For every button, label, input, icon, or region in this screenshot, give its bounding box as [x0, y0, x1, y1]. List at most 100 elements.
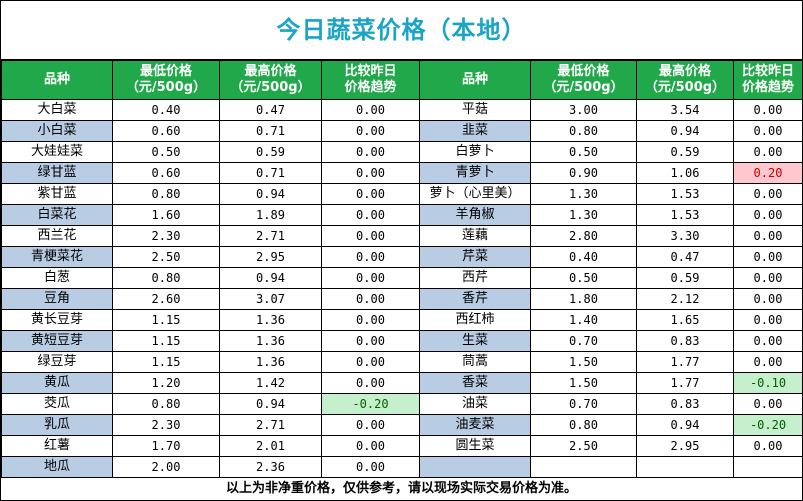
price-trend-left: 0.00	[321, 162, 420, 184]
min-price-right: 1.80	[530, 288, 637, 310]
header-trend-left: 比较昨日 价格趋势	[321, 60, 420, 100]
min-price-left: 2.30	[112, 225, 220, 247]
max-price-left: 0.94	[219, 183, 322, 205]
max-price-right: 1.65	[636, 309, 734, 331]
price-trend-left: 0.00	[321, 99, 420, 121]
table-row: 白葱 0.80 0.94 0.00 西芹 0.50 0.59 0.00	[1, 267, 803, 289]
vegetable-name-left: 豆角	[1, 288, 113, 310]
min-price-right: 1.50	[530, 372, 637, 394]
table-row: 绿豆芽 1.15 1.36 0.00 茼蒿 1.50 1.77 0.00	[1, 351, 803, 373]
max-price-right: 3.54	[636, 99, 734, 121]
vegetable-name-right: 青萝卜	[419, 162, 531, 184]
max-price-left: 0.59	[219, 141, 322, 163]
vegetable-name-right	[419, 456, 531, 478]
min-price-right: 0.70	[530, 393, 637, 415]
vegetable-name-right: 西芹	[419, 267, 531, 289]
max-price-right: 1.77	[636, 351, 734, 373]
price-trend-left: 0.00	[321, 141, 420, 163]
max-price-left: 0.47	[219, 99, 322, 121]
price-trend-right: 0.00	[733, 204, 803, 226]
table-row: 乳瓜 2.30 2.71 0.00 油麦菜 0.80 0.94 -0.20	[1, 414, 803, 436]
price-trend-right: 0.00	[733, 267, 803, 289]
max-price-left: 2.71	[219, 225, 322, 247]
min-price-right: 0.50	[530, 267, 637, 289]
table-row: 紫甘蓝 0.80 0.94 0.00 萝卜（心里美） 1.30 1.53 0.00	[1, 183, 803, 205]
vegetable-name-left: 乳瓜	[1, 414, 113, 436]
min-price-left: 0.50	[112, 141, 220, 163]
price-trend-left: 0.00	[321, 267, 420, 289]
min-price-right: 0.50	[530, 141, 637, 163]
price-trend-right: 0.00	[733, 288, 803, 310]
table-row: 小白菜 0.60 0.71 0.00 韭菜 0.80 0.94 0.00	[1, 120, 803, 142]
vegetable-name-left: 黄长豆芽	[1, 309, 113, 331]
vegetable-name-right: 香芹	[419, 288, 531, 310]
price-trend-right: 0.00	[733, 183, 803, 205]
max-price-left: 0.71	[219, 120, 322, 142]
price-trend-right: 0.00	[733, 141, 803, 163]
max-price-left: 2.95	[219, 246, 322, 268]
max-price-left: 2.36	[219, 456, 322, 478]
min-price-left: 0.80	[112, 183, 220, 205]
price-trend-left: 0.00	[321, 372, 420, 394]
min-price-left: 2.30	[112, 414, 220, 436]
max-price-right: 1.53	[636, 204, 734, 226]
price-trend-left: 0.00	[321, 309, 420, 331]
max-price-left: 2.01	[219, 435, 322, 457]
max-price-right: 3.30	[636, 225, 734, 247]
vegetable-name-right: 圆生菜	[419, 435, 531, 457]
min-price-left: 1.15	[112, 309, 220, 331]
table-row: 豆角 2.60 3.07 0.00 香芹 1.80 2.12 0.00	[1, 288, 803, 310]
header-name-left: 品种	[1, 60, 113, 100]
header-name-right: 品种	[419, 60, 531, 100]
vegetable-name-right: 油麦菜	[419, 414, 531, 436]
max-price-right: 0.47	[636, 246, 734, 268]
price-trend-right: -0.20	[733, 414, 803, 436]
max-price-right: 0.83	[636, 393, 734, 415]
price-trend-right: 0.00	[733, 393, 803, 415]
vegetable-name-left: 大娃娃菜	[1, 141, 113, 163]
price-trend-left: 0.00	[321, 120, 420, 142]
price-trend-right	[733, 456, 803, 478]
vegetable-name-left: 红薯	[1, 435, 113, 457]
price-trend-left: 0.00	[321, 456, 420, 478]
header-min-right: 最低价格 （元/500g）	[530, 60, 637, 100]
vegetable-name-right: 芹菜	[419, 246, 531, 268]
price-trend-left: 0.00	[321, 225, 420, 247]
header-max-left: 最高价格 （元/500g）	[219, 60, 322, 100]
vegetable-name-right: 平菇	[419, 99, 531, 121]
vegetable-name-right: 茼蒿	[419, 351, 531, 373]
min-price-left: 0.40	[112, 99, 220, 121]
min-price-left: 0.60	[112, 162, 220, 184]
table-row: 地瓜 2.00 2.36 0.00	[1, 456, 803, 478]
max-price-left: 3.07	[219, 288, 322, 310]
min-price-left: 0.80	[112, 393, 220, 415]
max-price-right: 2.12	[636, 288, 734, 310]
vegetable-name-left: 白菜花	[1, 204, 113, 226]
header-min-left: 最低价格 （元/500g）	[112, 60, 220, 100]
vegetable-name-left: 绿豆芽	[1, 351, 113, 373]
price-trend-right: 0.00	[733, 246, 803, 268]
min-price-right: 3.00	[530, 99, 637, 121]
max-price-right: 0.94	[636, 120, 734, 142]
min-price-right: 0.80	[530, 120, 637, 142]
min-price-right: 0.40	[530, 246, 637, 268]
max-price-right	[636, 456, 734, 478]
max-price-right: 1.77	[636, 372, 734, 394]
table-row: 大白菜 0.40 0.47 0.00 平菇 3.00 3.54 0.00	[1, 99, 803, 121]
min-price-right: 0.70	[530, 330, 637, 352]
max-price-right: 1.06	[636, 162, 734, 184]
header-row: 品种 最低价格 （元/500g） 最高价格 （元/500g） 比较昨日 价格趋势 品种…	[1, 60, 803, 100]
vegetable-name-right: 羊角椒	[419, 204, 531, 226]
price-trend-right: -0.10	[733, 372, 803, 394]
max-price-right: 1.53	[636, 183, 734, 205]
vegetable-name-left: 黄瓜	[1, 372, 113, 394]
price-trend-right: 0.00	[733, 435, 803, 457]
min-price-left: 0.80	[112, 267, 220, 289]
vegetable-name-right: 生菜	[419, 330, 531, 352]
price-trend-left: 0.00	[321, 330, 420, 352]
max-price-left: 0.94	[219, 267, 322, 289]
max-price-left: 1.36	[219, 309, 322, 331]
price-trend-left: 0.00	[321, 351, 420, 373]
min-price-right: 1.40	[530, 309, 637, 331]
